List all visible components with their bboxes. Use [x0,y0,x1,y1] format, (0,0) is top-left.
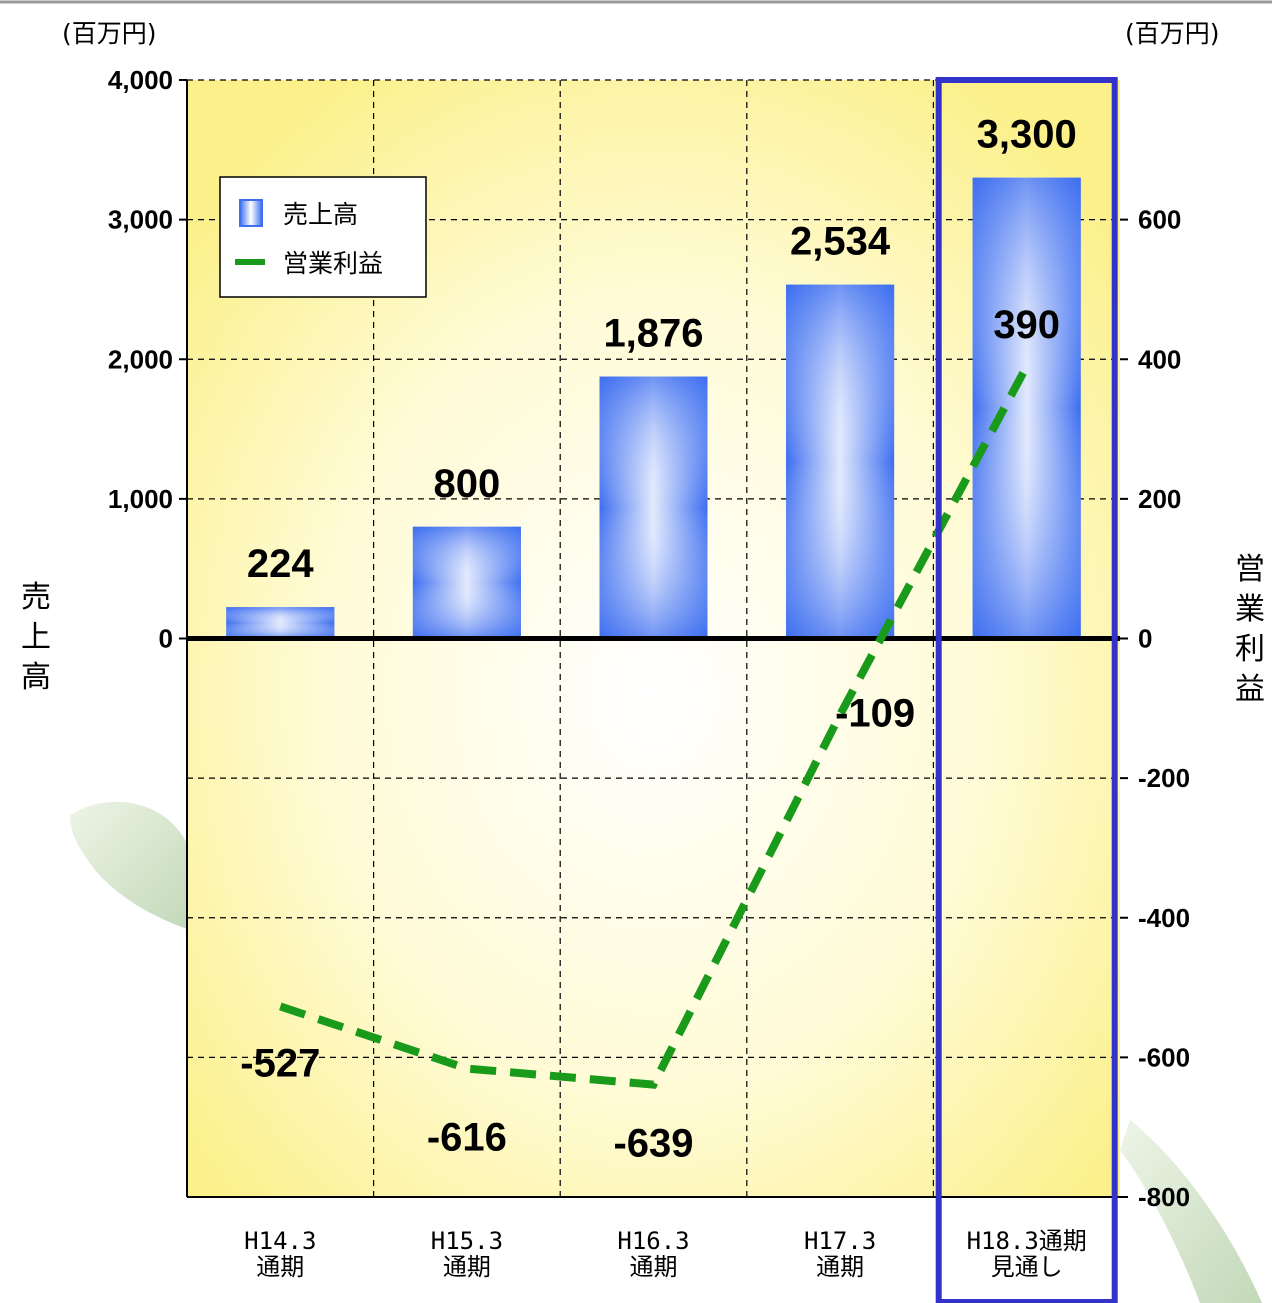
right-tick-label: -400 [1138,903,1190,933]
left-tick-label: 3,000 [108,205,173,235]
bar-value-label: 1,876 [603,312,703,356]
category-label: 通期 [256,1253,304,1281]
left-axis-title: 売上高 [21,580,51,695]
line-value-label: -109 [835,692,915,736]
bar-shading [972,177,1081,639]
left-tick-label: 1,000 [108,484,173,514]
category-label: 通期 [816,1253,864,1281]
legend-bar-swatch [239,199,263,227]
right-tick-label: 600 [1138,205,1181,235]
background-leaf-decoration [70,801,1262,1303]
axes: 0 1,000 2,000 3,000 4,000 -800 -600 -400 -200 0 20… [108,65,1190,1281]
bar-shading [786,284,895,639]
forecast-highlight-rect [935,77,1118,1303]
data-labels: 224 800 1,876 2,534 3,300 -527 -616 -639 -109 390 [240,113,1076,1166]
line-value-label: -639 [613,1122,693,1166]
category-label: 見通し [991,1253,1063,1281]
legend: 売上高 営業利益 [219,176,427,298]
right-tick-label: -600 [1138,1042,1190,1072]
bar-shading [412,526,521,639]
right-axis-title: 営業利益 [1235,552,1265,707]
bar-value-label: 800 [434,462,501,506]
right-tick-label: 0 [1138,624,1152,654]
left-tick-label: 0 [159,624,173,654]
left-unit-label: (百万円) [62,19,157,48]
bar-series [226,177,1081,639]
right-tick-label: -200 [1138,763,1190,793]
legend-label-operating-profit: 営業利益 [283,249,383,278]
line-value-label: -616 [427,1116,507,1160]
left-tick-label: 4,000 [108,65,173,95]
bar-value-label: 2,534 [790,220,891,264]
bar-shading [599,376,708,639]
legend-box [219,176,427,298]
category-label: 通期 [630,1253,678,1281]
category-label: H18.3通期 [967,1227,1087,1255]
bar-value-label: 3,300 [977,113,1077,157]
left-tick-label: 2,000 [108,344,173,374]
right-unit-label: (百万円) [1125,19,1220,48]
right-tick-label: -800 [1138,1182,1190,1212]
category-label: H15.3 [431,1227,503,1255]
category-label: H14.3 [244,1227,316,1255]
bar-shading [226,607,335,639]
category-label: H16.3 [617,1227,689,1255]
right-tick-label: 200 [1138,484,1181,514]
right-tick-label: 400 [1138,344,1181,374]
category-label: 通期 [443,1253,491,1281]
line-series [279,364,1031,1089]
line-value-label: 390 [993,303,1060,347]
category-label: H17.3 [804,1227,876,1255]
line-value-label: -527 [240,1041,320,1085]
legend-label-sales: 売上高 [283,200,358,229]
bar-value-label: 224 [247,542,314,586]
highlight-box [935,77,1118,1303]
